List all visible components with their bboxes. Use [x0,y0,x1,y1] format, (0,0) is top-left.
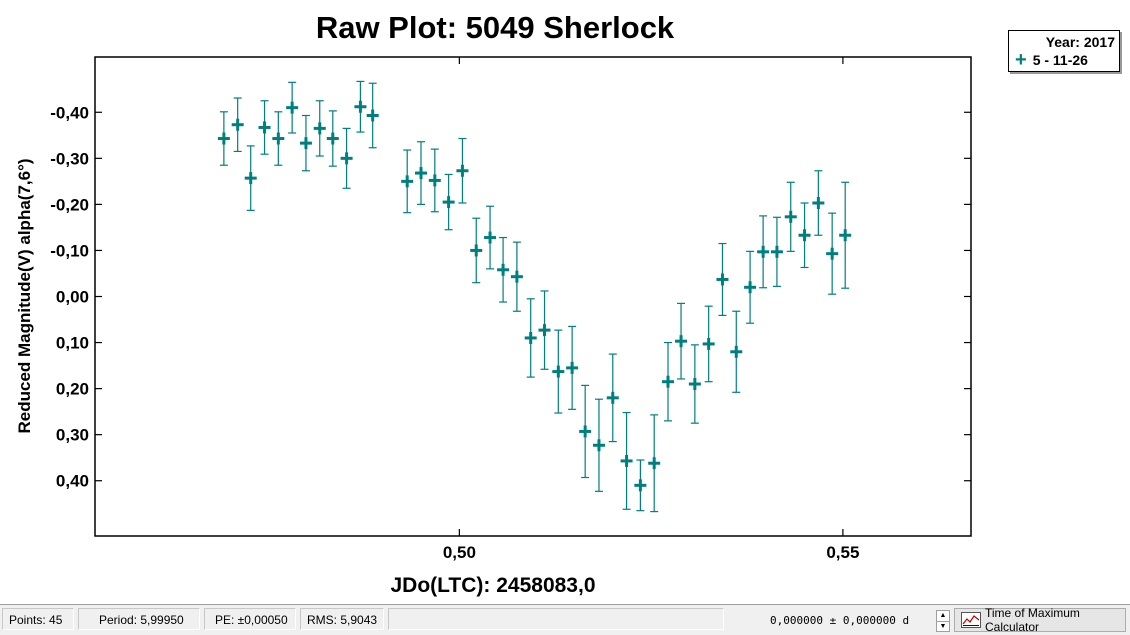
data-point [231,97,244,153]
data-point [456,137,469,204]
legend-entry: + 5 - 11-26 [1015,49,1088,71]
data-point [442,173,455,231]
data-point [510,241,523,312]
range-spinner[interactable]: ▲ ▼ [936,610,950,632]
data-point [648,414,661,513]
data-point [675,302,688,380]
data-point [415,141,428,205]
y-tick-label: 0,00 [56,288,89,307]
data-point [272,111,285,166]
plus-marker-icon: + [1015,49,1027,71]
data-point [340,127,353,189]
data-point [620,411,633,510]
data-point [757,215,770,289]
data-point [770,216,783,287]
tmc-label: Time of Maximum Calculator [985,606,1080,634]
y-tick-label: 0,10 [56,334,89,353]
x-tick-label: 0,55 [826,543,859,562]
time-of-maximum-calculator-button[interactable]: Time of Maximum Calculator [954,606,1126,634]
range-readout: 0,000000 ± 0,000000 d [770,614,910,627]
legend-entry-label: 5 - 11-26 [1032,52,1088,68]
x-axis-label: JDo(LTC): 2458083,0 [390,574,595,597]
spinner-up-icon[interactable]: ▲ [937,611,949,622]
data-point [592,398,605,492]
data-point [354,80,367,133]
y-tick-label: -0,30 [50,149,89,168]
data-point [744,250,757,324]
period-readout: Period: 5,99950 [78,608,200,630]
data-point [662,341,675,422]
chart-title: Raw Plot: 5049 Sherlock [315,10,675,45]
data-point [839,181,852,289]
status-bar: Points: 45 Period: 5,99950 PE: ±0,00050 … [0,604,1130,635]
x-axis: 0,50 0,55 [443,57,859,562]
y-axis: -0,40 -0,30 -0,20 -0,10 0,00 0,10 0,20 0,30 0,40 [50,103,971,491]
data-point [538,290,551,370]
data-point [566,325,579,410]
data-point [244,145,257,211]
chart-calculator-icon [961,612,981,628]
points-count: Points: 45 [2,608,74,630]
y-tick-label: 0,30 [56,426,89,445]
data-point [217,111,230,166]
data-point [313,100,326,157]
data-point [606,353,619,443]
data-points [217,80,852,513]
data-point [484,205,497,270]
data-point [299,114,312,172]
data-point [286,81,299,134]
spinner-down-icon[interactable]: ▼ [939,623,947,630]
status-spacer [388,608,724,630]
x-tick-label: 0,50 [443,543,476,562]
rms-readout: RMS: 5,9043 [300,608,384,630]
legend: Year: 2017 + 5 - 11-26 [1008,30,1120,72]
data-point [784,181,797,252]
y-tick-label: -0,20 [50,195,89,214]
data-point [326,110,339,167]
pe-readout: PE: ±0,00050 [204,608,296,630]
chart-plot: -0,40 -0,30 -0,20 -0,10 0,00 0,10 0,20 0,30 0,40… [15,56,972,597]
data-point [428,148,441,213]
data-point [401,149,414,214]
data-point [579,384,592,479]
data-point [702,305,715,383]
data-point [716,242,729,316]
data-point [826,212,839,295]
data-point [634,459,647,512]
y-tick-label: 0,40 [56,472,89,491]
data-point [798,202,811,269]
data-point [812,170,825,236]
data-point [730,310,743,393]
legend-year: Year: 2017 [1045,34,1115,50]
y-tick-label: 0,20 [56,380,89,399]
data-point [470,217,483,284]
data-point [258,100,271,155]
data-point [688,344,701,424]
data-point [524,298,537,378]
y-tick-label: -0,10 [50,241,89,260]
y-tick-label: -0,40 [50,103,89,122]
y-axis-label: Reduced Magnitude(V) alpha(7,6°) [15,158,34,433]
plot-frame [94,56,972,537]
data-point [497,236,510,303]
data-point [366,82,379,149]
data-point [552,329,565,414]
